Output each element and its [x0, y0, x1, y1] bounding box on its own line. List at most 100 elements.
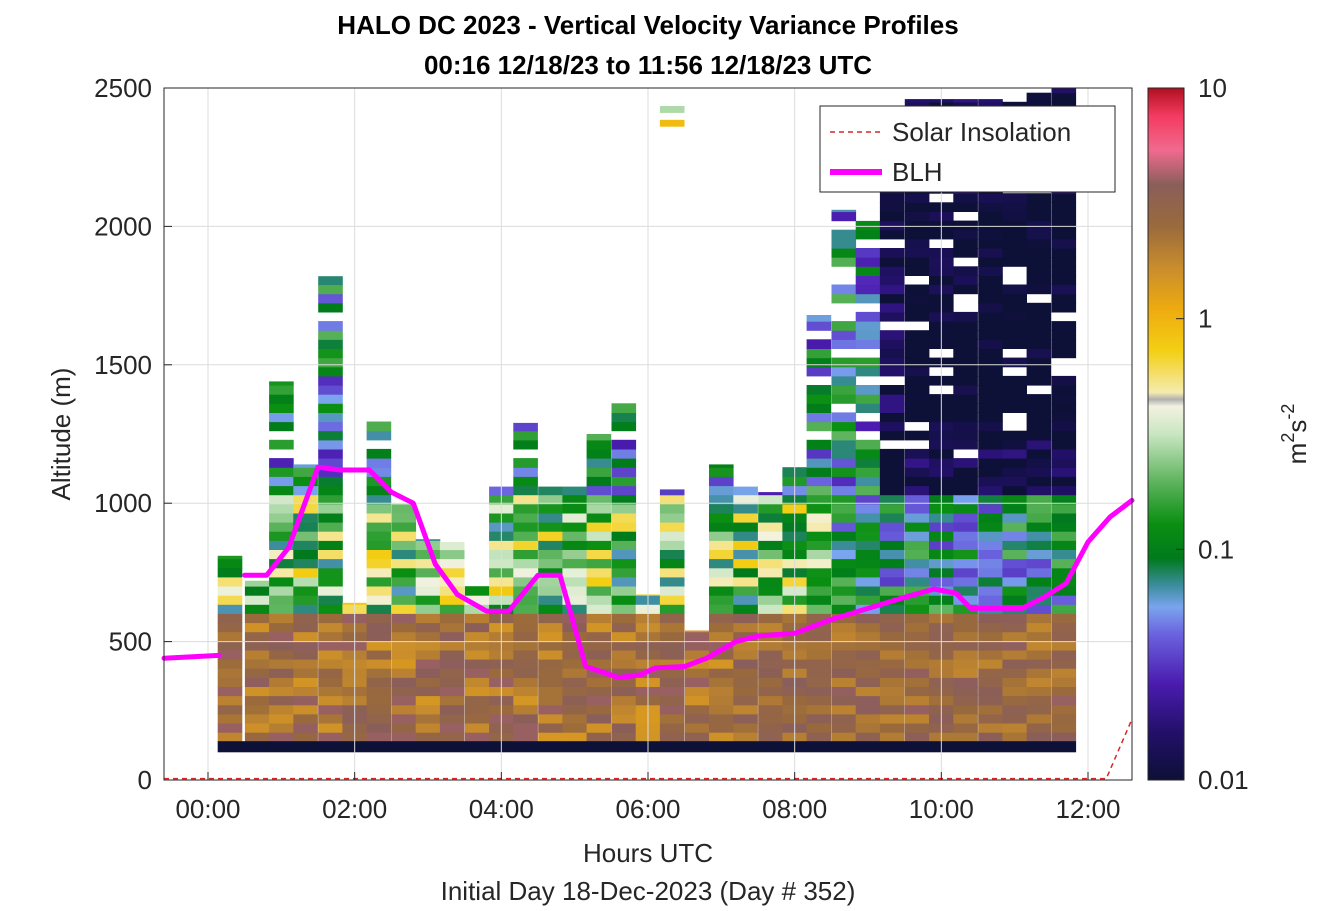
heatmap-cell: [269, 467, 294, 477]
heatmap-cell: [415, 576, 441, 587]
heatmap-cell: [611, 540, 637, 550]
heatmap-cell: [879, 640, 905, 651]
heatmap-cell: [831, 293, 857, 304]
heatmap-cell: [904, 366, 930, 377]
heatmap-cell: [806, 732, 832, 742]
heatmap-cell: [391, 558, 417, 569]
heatmap-cell: [855, 339, 881, 349]
heatmap-cell: [293, 595, 318, 605]
heatmap-cell: [586, 476, 612, 487]
heatmap-cell: [611, 677, 637, 687]
heatmap-cell: [978, 284, 1003, 295]
heatmap-cell: [879, 330, 905, 340]
heatmap-cell: [1026, 723, 1052, 733]
heatmap-cell: [1002, 567, 1027, 578]
heatmap-cell: [1002, 695, 1027, 706]
heatmap-cell: [1051, 257, 1077, 267]
heatmap-cell: [586, 540, 612, 550]
heatmap-cell: [904, 677, 930, 687]
heatmap-cell: [415, 704, 441, 715]
heatmap-cell: [1026, 549, 1052, 560]
heatmap-cell: [318, 339, 343, 349]
heatmap-cell: [659, 512, 685, 523]
heatmap-cell: [855, 503, 881, 514]
heatmap-cell: [733, 540, 758, 550]
heatmap-cell: [293, 704, 318, 715]
heatmap-cell: [953, 512, 978, 523]
heatmap-cell: [391, 586, 417, 596]
heatmap-cell: [1051, 494, 1077, 505]
heatmap-cell: [611, 686, 637, 697]
heatmap-cell: [391, 649, 417, 660]
x-axis-sublabel: Initial Day 18-Dec-2023 (Day # 352): [441, 876, 856, 906]
heatmap-cell: [269, 604, 294, 614]
heatmap-cell: [366, 512, 392, 523]
heatmap-cell: [709, 586, 734, 596]
heatmap-cell: [758, 677, 783, 687]
heatmap-cell: [953, 321, 978, 331]
heatmap-cell: [217, 604, 243, 614]
x-tick-label: 12:00: [1055, 794, 1120, 824]
heatmap-cell: [879, 211, 905, 222]
heatmap-cell: [562, 640, 587, 651]
heatmap-cell: [879, 631, 905, 642]
heatmap-cell: [831, 540, 857, 550]
heatmap-cell: [978, 677, 1003, 687]
heatmap-cell: [415, 677, 441, 687]
heatmap-cell: [1051, 412, 1077, 423]
heatmap-cell: [1051, 686, 1077, 697]
heatmap-cell: [1002, 193, 1027, 203]
heatmap-cell: [855, 677, 881, 687]
y-axis: 0 500 1000 1500 2000 2500: [94, 73, 172, 795]
heatmap-cell: [806, 357, 832, 368]
heatmap-cell: [244, 723, 270, 733]
heatmap-cell: [1002, 512, 1027, 523]
heatmap-cell: [269, 640, 294, 651]
heatmap-cell: [758, 613, 783, 624]
heatmap-cell: [978, 202, 1003, 212]
heatmap-cell: [1051, 586, 1077, 596]
heatmap-cell: [1051, 403, 1077, 413]
heatmap-cell: [538, 549, 563, 560]
heatmap-cell: [1026, 686, 1052, 697]
heatmap-cell: [831, 385, 857, 395]
heatmap-cell: [1002, 321, 1027, 331]
heatmap-cell: [318, 467, 343, 477]
heatmap-cell: [855, 549, 881, 560]
heatmap-cell: [806, 439, 832, 450]
heatmap-cell: [538, 567, 563, 578]
heatmap-cell: [659, 713, 685, 724]
heatmap-cell: [391, 732, 417, 742]
heatmap-cell: [904, 604, 930, 614]
heatmap-cell: [709, 668, 734, 678]
heatmap-cell: [953, 567, 978, 578]
heatmap-cell: [953, 229, 978, 240]
heatmap-cell: [806, 321, 832, 331]
heatmap-cell: [366, 622, 392, 633]
heatmap-cell: [733, 713, 758, 724]
heatmap-cell: [269, 558, 294, 569]
heatmap-cell: [513, 723, 538, 733]
heatmap-cell: [831, 567, 857, 578]
heatmap-cell: [1002, 430, 1027, 441]
heatmap-cell: [318, 640, 343, 651]
heatmap-cell: [1051, 476, 1077, 487]
heatmap-cell: [904, 485, 930, 496]
heatmap-cell: [562, 668, 587, 678]
heatmap-cell: [366, 467, 392, 477]
heatmap-cell: [758, 503, 783, 514]
heatmap-cell: [1051, 668, 1077, 678]
heatmap-cell: [684, 732, 710, 742]
heatmap-cell: [464, 595, 490, 605]
heatmap-cell: [586, 586, 612, 596]
heatmap-cell: [879, 448, 905, 459]
heatmap-cell: [879, 586, 905, 596]
heatmap-cell: [831, 321, 857, 331]
heatmap-cell: [318, 604, 343, 614]
heatmap-cell: [1051, 339, 1077, 349]
heatmap-cell: [904, 357, 930, 368]
heatmap-cell: [217, 723, 243, 733]
heatmap-cell: [217, 704, 243, 715]
heatmap-cell: [391, 659, 417, 669]
heatmap-cell: [464, 613, 490, 624]
